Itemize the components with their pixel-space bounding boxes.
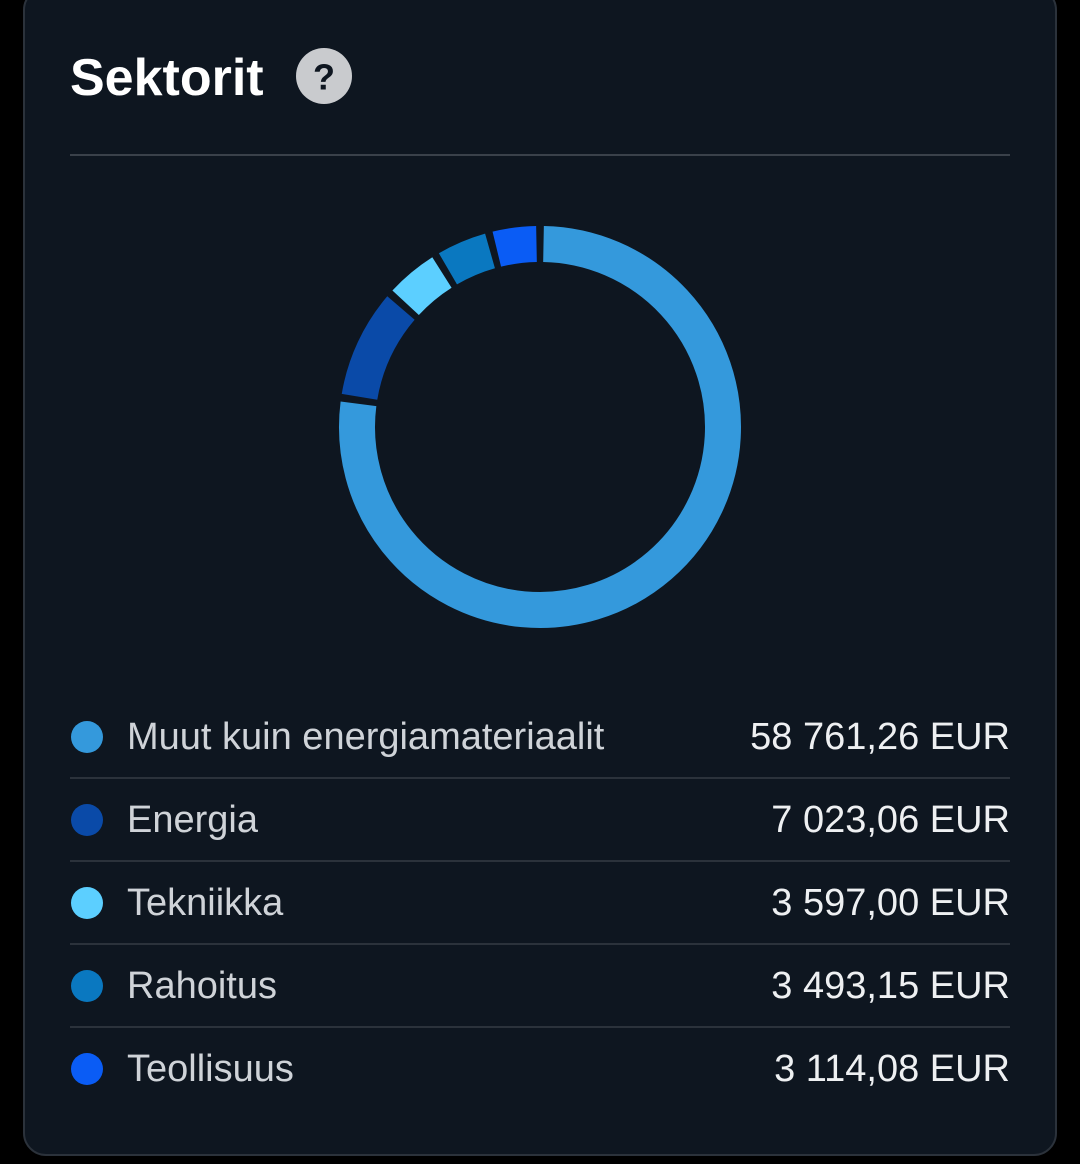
legend-label: Rahoitus: [127, 965, 277, 1007]
donut-segment: [341, 296, 415, 401]
help-icon[interactable]: [296, 48, 352, 104]
help-button[interactable]: ?: [296, 48, 352, 104]
donut-segment: [492, 226, 538, 267]
title: Sektorit: [70, 49, 264, 107]
legend-swatch: [71, 1053, 103, 1085]
value-label: 3 493,15 EUR: [771, 965, 1010, 1007]
help-label[interactable]: ?: [313, 57, 335, 98]
legend-label: Teollisuus: [127, 1048, 294, 1090]
legend-label: Energia: [127, 799, 259, 841]
legend-swatch: [71, 721, 103, 753]
legend-label: Tekniikka: [127, 882, 284, 924]
donut-segment: [392, 257, 452, 316]
value-label: 3 597,00 EUR: [771, 882, 1010, 924]
value-label: 3 114,08 EUR: [774, 1048, 1010, 1090]
value-label: 7 023,06 EUR: [771, 799, 1010, 841]
card: [23, 0, 1057, 1156]
donut-segment: [339, 226, 741, 628]
legend-swatch: [71, 970, 103, 1002]
legend-swatch: [71, 887, 103, 919]
legend-label: Muut kuin energiamateriaalit: [127, 716, 605, 758]
legend-swatch: [71, 804, 103, 836]
donut-segment: [438, 233, 496, 285]
value-label: 58 761,26 EUR: [750, 716, 1010, 758]
